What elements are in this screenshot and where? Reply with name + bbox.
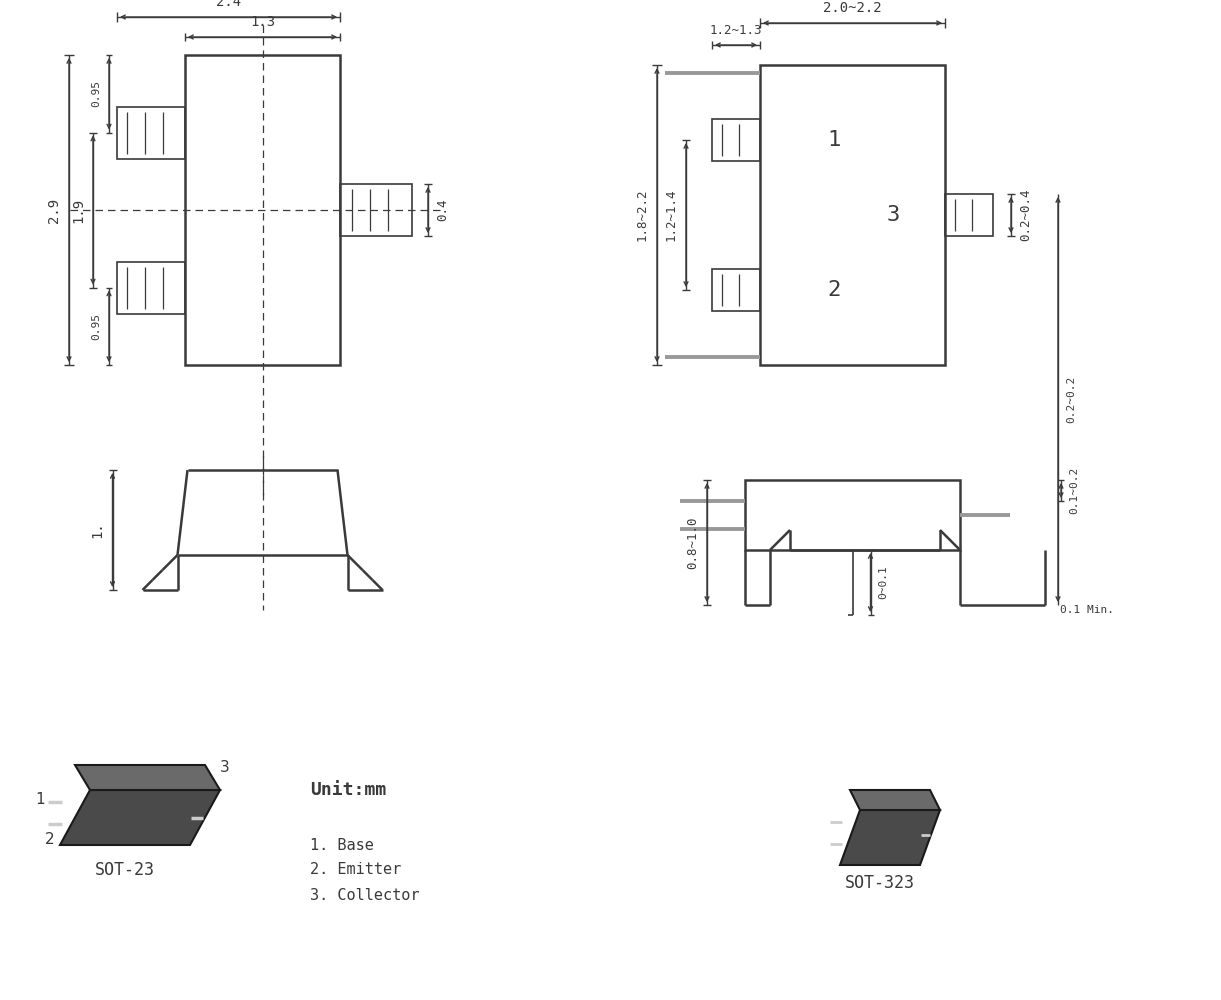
Text: 2. Emitter: 2. Emitter [310,862,402,878]
Text: 0.95: 0.95 [92,313,101,340]
Bar [117,106,186,158]
Text: SOT-23: SOT-23 [95,861,155,879]
Text: 1.9: 1.9 [71,197,85,223]
Text: 3. Collector: 3. Collector [310,888,420,902]
Polygon shape [840,810,940,865]
Text: 1. Base: 1. Base [310,838,374,852]
Text: 1.3: 1.3 [250,15,275,29]
Polygon shape [850,790,940,810]
Bar [745,480,960,550]
Text: 2: 2 [828,280,841,300]
Bar [186,55,339,365]
Text: 2.9: 2.9 [46,197,61,223]
Text: 0.1~0.2: 0.1~0.2 [1070,467,1079,514]
Text: 0.95: 0.95 [92,80,101,107]
Text: 0.2~0.2: 0.2~0.2 [1066,376,1076,423]
Text: 2: 2 [45,832,55,848]
Bar [117,261,186,314]
Text: 2.4: 2.4 [216,0,241,9]
Text: 1: 1 [828,130,841,150]
Text: 0~0.1: 0~0.1 [878,566,889,599]
Text: 1.2~1.3: 1.2~1.3 [709,24,762,37]
Text: 1: 1 [35,792,45,808]
Text: 0.2~0.4: 0.2~0.4 [1020,189,1032,241]
Bar [945,194,993,236]
Bar [712,269,759,311]
Text: 1.2~1.4: 1.2~1.4 [665,189,678,241]
Bar [759,65,945,365]
Text: SOT-323: SOT-323 [845,874,915,892]
Text: 0.1 Min.: 0.1 Min. [1060,605,1114,615]
Text: 1.: 1. [90,522,105,538]
Bar [712,119,759,161]
Text: 2.0~2.2: 2.0~2.2 [823,1,882,15]
Text: Unit:mm: Unit:mm [310,781,386,799]
Text: 3: 3 [886,205,900,225]
Polygon shape [74,765,220,790]
Text: 0.8~1.0: 0.8~1.0 [686,516,698,569]
Polygon shape [60,790,220,845]
Text: 3: 3 [220,760,230,776]
Bar [339,184,411,236]
Text: 0.4: 0.4 [436,199,449,221]
Text: 1.8~2.2: 1.8~2.2 [636,189,650,241]
